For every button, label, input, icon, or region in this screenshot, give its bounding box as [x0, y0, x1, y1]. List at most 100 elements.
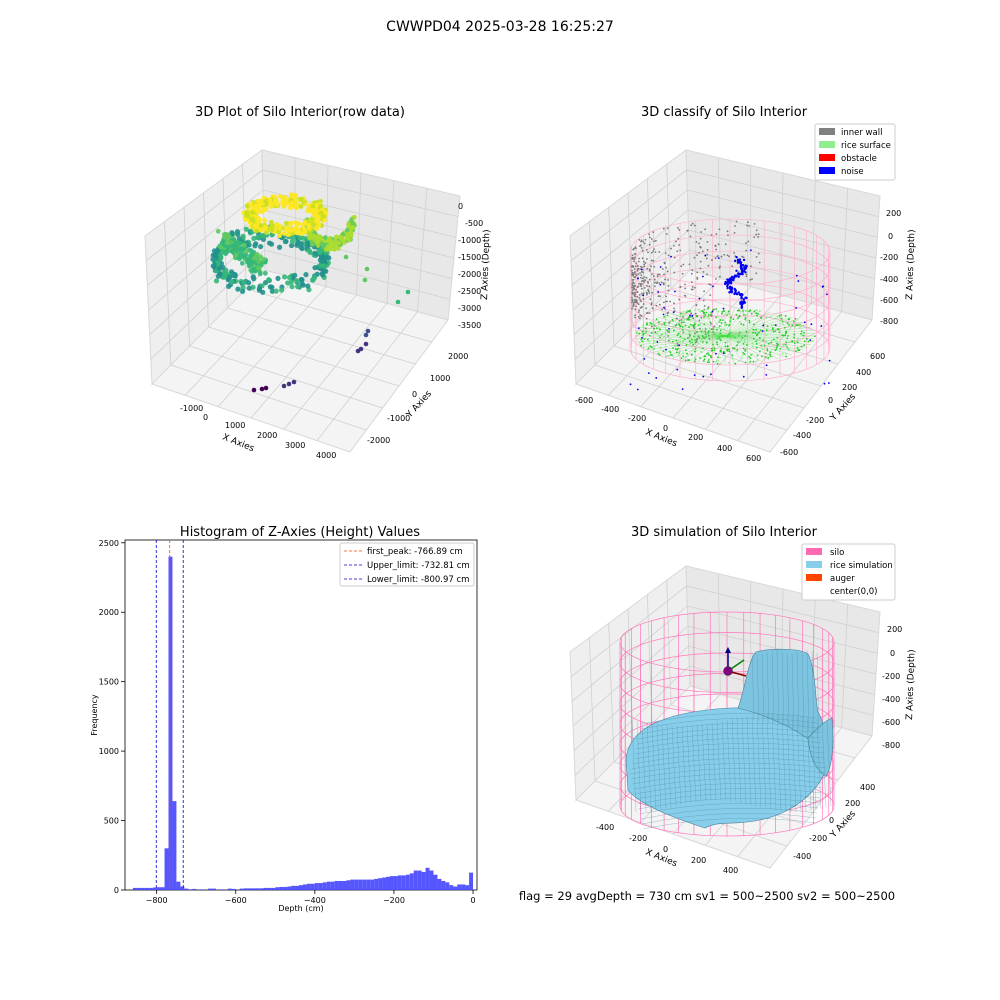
noise-point: [668, 327, 670, 330]
rice-surface-point: [727, 310, 730, 313]
data-point: [252, 243, 258, 249]
data-point: [293, 193, 299, 198]
rice-surface-point: [715, 316, 717, 319]
rice-surface-point: [756, 359, 759, 362]
classify-ytick: 400: [856, 368, 871, 377]
inner-wall-point: [654, 251, 657, 253]
hist-title: Histogram of Z-Axies (Height) Values: [180, 525, 420, 540]
rice-surface-point: [754, 360, 757, 363]
inner-wall-point: [716, 255, 719, 258]
sim-ytick: -200: [809, 834, 827, 843]
hist-bar: [287, 886, 292, 890]
outlier-point: [362, 277, 368, 283]
noise-point: [741, 271, 744, 274]
mesh-line: [786, 653, 790, 728]
inner-wall-point: [633, 282, 635, 285]
data-point: [275, 201, 280, 207]
inner-wall-point: [735, 220, 738, 223]
data-point: [293, 220, 299, 226]
rice-surface-point: [648, 340, 651, 343]
hist-legend: first_peak: -766.89 cm Upper_limit: -732…: [339, 542, 475, 587]
legend-swatch-rice-simulation: [806, 561, 822, 568]
data-point: [239, 249, 244, 255]
inner-wall-point: [698, 336, 701, 339]
inner-wall-point: [667, 284, 670, 287]
rice-surface-ray: [647, 335, 726, 351]
classify-ztick: -200: [880, 253, 898, 262]
legend-label: noise: [841, 167, 864, 177]
data-point: [340, 232, 346, 237]
rice-surface-ray: [688, 310, 726, 337]
data-point: [285, 232, 291, 238]
rice-surface-point: [680, 357, 683, 360]
hist-bar: [148, 887, 153, 890]
inner-wall-point: [706, 253, 709, 256]
inner-wall-point: [662, 301, 665, 304]
rice-surface-point: [732, 318, 735, 321]
data-point: [275, 275, 281, 281]
raw-ztick: -2000: [458, 270, 481, 279]
data-point: [318, 248, 324, 255]
sim-ztick: -200: [882, 672, 900, 681]
rice-surface-point: [688, 318, 691, 321]
inner-wall-point: [661, 268, 664, 270]
inner-wall-point: [650, 302, 653, 305]
inner-wall-point: [706, 249, 709, 251]
inner-wall-point: [631, 269, 633, 272]
inner-wall-point: [703, 290, 705, 293]
rice-surface-point: [744, 361, 747, 364]
rice-surface-ray: [715, 308, 726, 337]
inner-wall-point: [664, 252, 667, 255]
rice-surface-point: [702, 347, 704, 350]
inner-wall-point: [690, 272, 693, 275]
data-point: [281, 204, 287, 209]
inner-wall-point: [680, 265, 683, 268]
noise-point: [820, 325, 823, 327]
hist-xtick-label: −400: [304, 896, 326, 905]
classify-xtick: 0: [663, 424, 668, 433]
data-point: [251, 276, 257, 282]
mesh-line: [806, 649, 810, 732]
noise-point: [734, 291, 737, 294]
hist-ylabel: Frequency: [90, 694, 99, 736]
rice-surface-point: [759, 329, 762, 332]
rice-surface-point: [707, 352, 709, 355]
noise-point: [636, 388, 639, 391]
mesh-line: [741, 716, 747, 805]
noise-point: [673, 290, 676, 293]
data-point: [255, 234, 261, 240]
data-point: [312, 265, 318, 271]
rice-surface-ray: [697, 335, 726, 363]
rice-surface-point: [726, 348, 729, 351]
rice-surface-point: [659, 328, 661, 331]
inner-wall-point: [634, 253, 637, 255]
inner-wall-point: [661, 308, 663, 311]
data-point: [314, 234, 320, 240]
inner-wall-point: [690, 281, 693, 284]
inner-wall-point: [636, 295, 639, 298]
inner-wall-point: [653, 248, 656, 251]
inner-wall-point: [645, 317, 648, 320]
rice-surface-point: [722, 309, 725, 312]
inner-wall-point: [678, 298, 681, 301]
data-point: [266, 277, 272, 283]
inner-wall-point: [636, 269, 639, 272]
noise-point: [795, 306, 798, 309]
data-point: [321, 263, 327, 269]
noise-point: [737, 272, 740, 276]
noise-point: [737, 291, 740, 294]
rice-surface-point: [693, 323, 696, 326]
outlier-point: [251, 387, 257, 393]
rice-surface-point: [772, 330, 775, 333]
noise-point: [739, 301, 742, 304]
inner-wall-point: [652, 250, 655, 252]
data-point: [243, 226, 249, 232]
noise-point: [717, 257, 720, 259]
inner-wall-point: [631, 279, 634, 281]
rice-surface-point: [674, 348, 677, 350]
inner-wall-point: [647, 288, 650, 291]
mesh-line: [761, 714, 767, 809]
data-point: [322, 217, 327, 223]
inner-wall-point: [723, 253, 726, 256]
noise-point: [795, 274, 798, 277]
